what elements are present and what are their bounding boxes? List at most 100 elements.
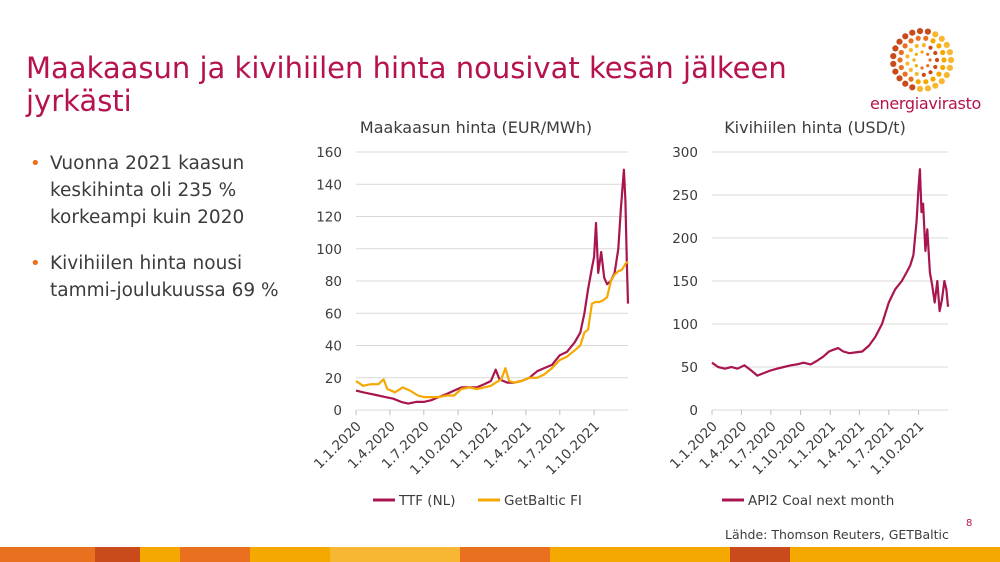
y-tick-label: 100 (672, 317, 698, 333)
logo-dot (943, 72, 950, 79)
y-tick-label: 160 (316, 145, 342, 161)
logo-dot (908, 76, 914, 82)
logo-dot (923, 35, 929, 41)
chart-title: Kivihiilen hinta (USD/t) (724, 118, 906, 137)
logo-dot (902, 43, 908, 49)
logo-dot (932, 82, 939, 89)
band-segment (730, 547, 790, 562)
logo-dot (926, 64, 930, 68)
logo-dot (941, 57, 947, 63)
logo-dot (916, 28, 924, 35)
series-line-1 (711, 168, 950, 377)
logo-dot (902, 33, 909, 40)
y-tick-label: 300 (672, 145, 698, 161)
logo-dot (896, 38, 903, 45)
logo-dot (892, 68, 899, 75)
band-segment (250, 547, 330, 562)
band-segment (330, 547, 460, 562)
band-segment (790, 547, 1000, 562)
logo-dot (933, 50, 938, 56)
logo-dot (902, 71, 908, 77)
logo-dot (905, 61, 910, 66)
legend-label: API2 Coal next month (748, 493, 894, 509)
chart-title: Maakaasun hinta (EUR/MWh) (360, 118, 592, 137)
y-tick-label: 60 (325, 306, 342, 322)
logo-dot (946, 64, 953, 71)
logo-dot (898, 64, 904, 71)
logo-dot (933, 64, 938, 70)
footer-color-band (0, 547, 1000, 562)
y-tick-label: 80 (325, 274, 342, 290)
y-tick-label: 20 (325, 371, 342, 387)
logo-dot (914, 71, 919, 77)
y-tick-label: 50 (681, 360, 698, 376)
bullet-item: Vuonna 2021 kaasun keskihinta oli 235 % … (30, 150, 300, 231)
y-tick-label: 150 (672, 274, 698, 290)
logo-dot (916, 85, 924, 92)
logo-dot (930, 38, 936, 44)
logo-dot (946, 49, 953, 56)
logo-dot (928, 58, 932, 62)
logo-dot (921, 72, 926, 77)
logo-dot (905, 54, 910, 59)
band-segment (95, 547, 140, 562)
logo-dot (912, 58, 916, 62)
logo-dot (928, 45, 933, 50)
logo-dot (947, 56, 955, 64)
logo-dot (934, 57, 940, 63)
logo-dot (943, 41, 950, 48)
slide-title: Maakaasun ja kivihiilen hinta nousivat k… (26, 51, 787, 118)
logo-dot (914, 64, 918, 68)
logo-dot (938, 35, 945, 42)
logo-sun-icon (890, 28, 955, 92)
page-number: 8 (966, 518, 973, 529)
logo-dot (936, 43, 942, 49)
logo-dot (909, 29, 916, 36)
band-segment (0, 547, 95, 562)
logo-dot (936, 71, 942, 77)
bullet-item: Kivihiilen hinta nousi tammi-joulukuussa… (30, 250, 300, 304)
y-tick-label: 40 (325, 339, 342, 355)
logo-text: energiavirasto (870, 94, 982, 113)
logo-dot (890, 60, 897, 67)
legend-label: GetBaltic FI (504, 493, 582, 509)
logo-dot (926, 52, 930, 56)
bullet-list: Vuonna 2021 kaasun keskihinta oli 235 % … (30, 150, 300, 323)
y-tick-label: 100 (316, 242, 342, 258)
logo-dot (940, 64, 946, 71)
y-tick-label: 0 (689, 403, 698, 419)
logo-dot (930, 76, 936, 82)
logo-dot (940, 49, 946, 56)
logo-dot (924, 85, 931, 92)
logo-dot (920, 66, 924, 70)
source-note: Lähde: Thomson Reuters, GETBaltic (725, 527, 949, 542)
energiavirasto-logo: energiavirasto (870, 28, 982, 118)
logo-dot (898, 49, 904, 56)
logo-dot (914, 52, 918, 56)
logo-dot (920, 50, 924, 54)
logo-dot (923, 79, 929, 85)
logo-dot (890, 53, 897, 60)
band-segment (140, 547, 180, 562)
logo-dot (909, 84, 916, 91)
logo-dot (902, 80, 909, 87)
legend-label: TTF (NL) (398, 493, 455, 509)
logo-dot (914, 43, 919, 49)
logo-dot (938, 78, 945, 85)
band-segment (550, 547, 730, 562)
logo-dot (908, 67, 913, 72)
y-tick-label: 0 (333, 403, 342, 419)
y-tick-label: 250 (672, 188, 698, 204)
logo-dot (915, 79, 921, 85)
logo-dot (921, 43, 926, 48)
logo-dot (908, 48, 913, 53)
y-tick-label: 200 (672, 231, 698, 247)
logo-dot (932, 31, 939, 38)
y-tick-label: 140 (316, 177, 342, 193)
logo-dot (892, 45, 899, 52)
logo-dot (915, 35, 921, 41)
band-segment (180, 547, 250, 562)
logo-dot (897, 57, 903, 63)
